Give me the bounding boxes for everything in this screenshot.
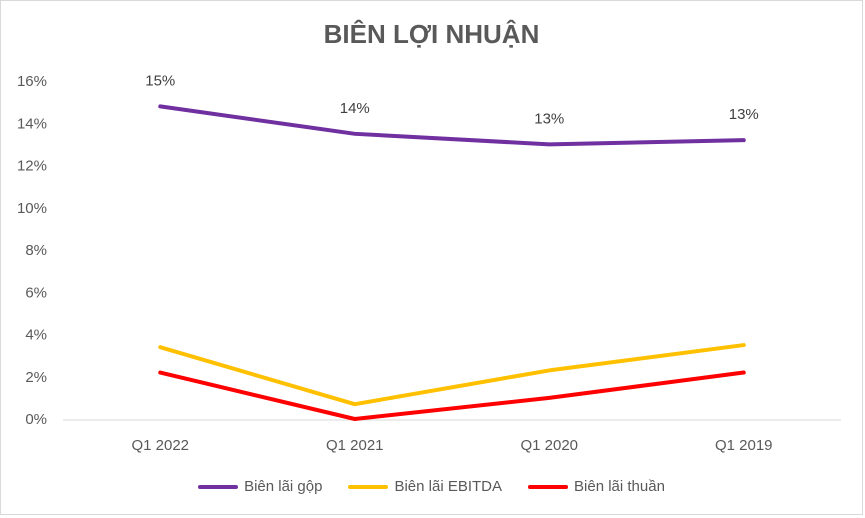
legend-swatch-ebitda: [348, 484, 389, 489]
y-tick-label: 0%: [25, 411, 47, 428]
y-tick-label: 6%: [25, 284, 47, 301]
x-tick-label: Q1 2019: [715, 437, 773, 454]
y-tick-label: 14%: [17, 115, 47, 132]
data-label: 13%: [729, 106, 759, 123]
legend-label-ebitda: Biên lãi EBITDA: [394, 478, 503, 495]
series-line-2: [158, 370, 746, 421]
x-tick-label: Q1 2021: [326, 437, 384, 454]
chart-title: BIÊN LỢI NHUẬN: [323, 19, 540, 49]
legend-swatch-gross: [198, 484, 239, 489]
legend-item-gross: Biên lãi gộp: [198, 478, 322, 495]
legend-label-gross: Biên lãi gộp: [244, 478, 323, 495]
y-tick-label: 12%: [17, 158, 47, 175]
data-label: 13%: [534, 110, 564, 127]
data-label: 15%: [145, 72, 175, 89]
x-tick-label: Q1 2020: [520, 437, 578, 454]
y-tick-label: 8%: [25, 242, 47, 259]
legend: Biên lãi gộp Biên lãi EBITDA Biên lãi th…: [1, 478, 862, 495]
series-line-0: [158, 104, 746, 147]
x-tick-label: Q1 2022: [131, 437, 189, 454]
legend-item-ebitda: Biên lãi EBITDA: [348, 478, 502, 495]
legend-item-net: Biên lãi thuần: [528, 478, 665, 495]
y-tick-label: 10%: [17, 200, 47, 217]
y-tick-label: 4%: [25, 327, 47, 344]
y-tick-label: 2%: [25, 369, 47, 386]
data-label: 14%: [340, 100, 370, 117]
series-line-1: [158, 343, 746, 407]
legend-swatch-net: [528, 484, 569, 489]
y-tick-label: 16%: [17, 73, 47, 90]
legend-label-net: Biên lãi thuần: [574, 478, 665, 495]
